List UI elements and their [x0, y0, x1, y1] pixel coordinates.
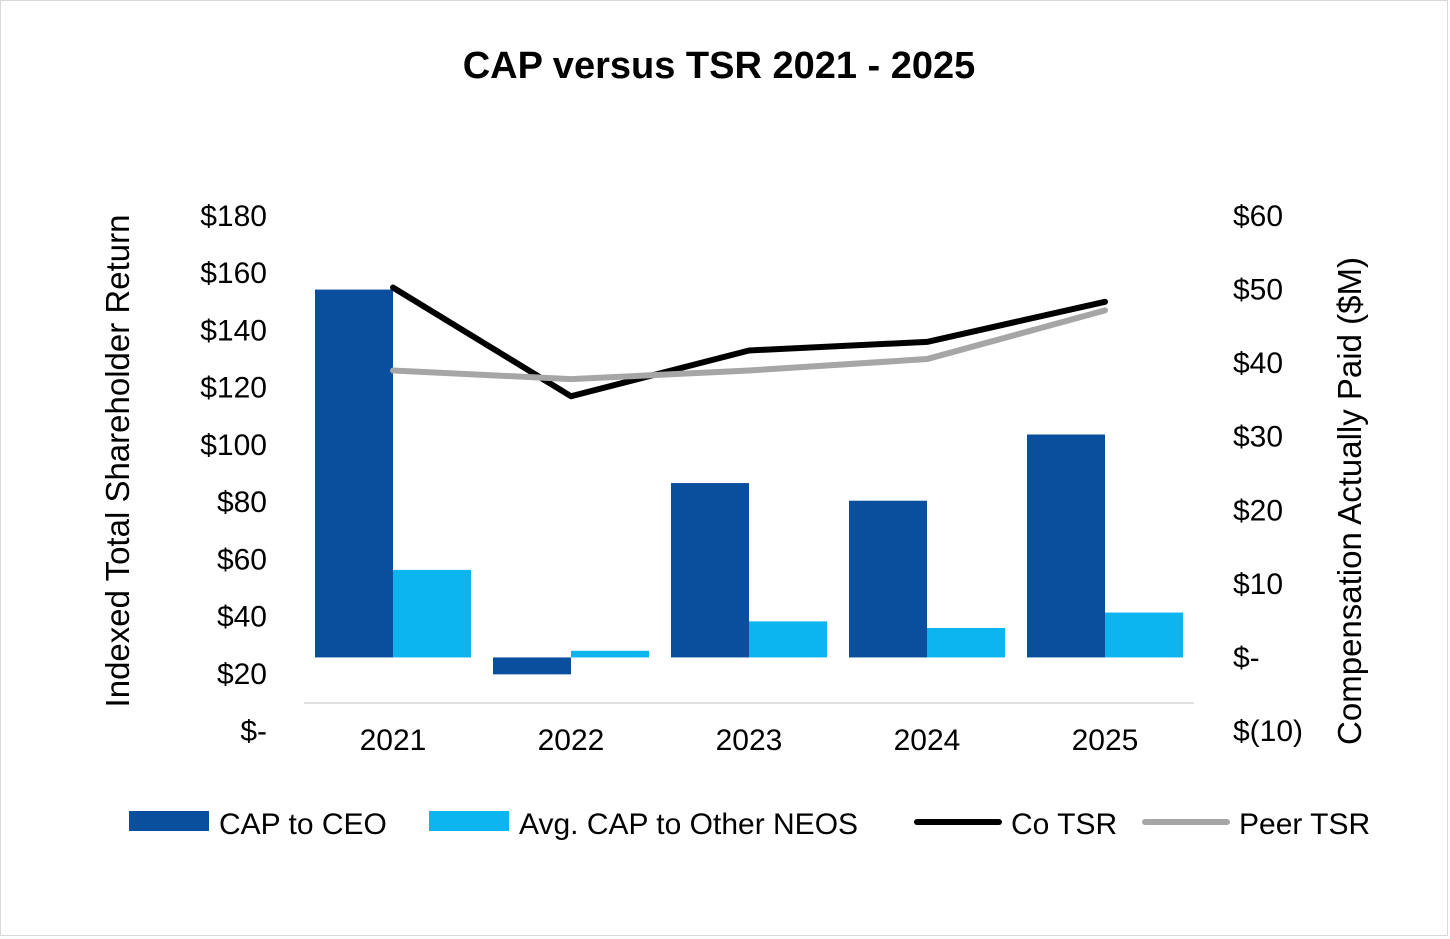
- left-tick-label: $120: [200, 372, 267, 405]
- right-axis-ticks: $(10) $- $10 $20 $30 $40 $50 $60: [1233, 200, 1303, 748]
- right-tick-label: $50: [1233, 274, 1283, 307]
- left-tick-label: $160: [200, 257, 267, 290]
- left-tick-label: $60: [217, 543, 267, 576]
- chart-title: CAP versus TSR 2021 - 2025: [463, 45, 976, 87]
- right-tick-label: $(10): [1233, 715, 1303, 748]
- x-tick-label: 2024: [894, 724, 961, 757]
- legend-swatch-cap-to-ceo: [129, 811, 209, 831]
- left-tick-label: $100: [200, 429, 267, 462]
- left-axis-ticks: $- $20 $40 $60 $80 $100 $120 $140 $160 $180: [200, 200, 267, 748]
- bar-avg-cap-to-other-neos: [393, 569, 471, 658]
- bar-avg-cap-to-other-neos: [749, 621, 827, 658]
- x-tick-label: 2022: [538, 724, 605, 757]
- x-tick-label: 2025: [1072, 724, 1139, 757]
- bar-avg-cap-to-other-neos: [927, 628, 1005, 658]
- bar-cap-to-ceo: [493, 657, 571, 675]
- bar-cap-to-ceo: [315, 289, 393, 658]
- x-axis-ticks: 2021 2022 2023 2024 2025: [360, 724, 1139, 757]
- lines-group: [390, 284, 1108, 400]
- x-tick-label: 2021: [360, 724, 427, 757]
- left-tick-label: $80: [217, 486, 267, 519]
- legend-label: Co TSR: [1011, 808, 1117, 841]
- left-tick-label: $20: [217, 658, 267, 691]
- left-tick-label: $-: [240, 715, 267, 748]
- legend-swatch-avg-cap-to-other-neos: [429, 811, 509, 831]
- legend-label: Avg. CAP to Other NEOS: [519, 808, 858, 841]
- legend: CAP to CEO Avg. CAP to Other NEOS Co TSR Pe…: [129, 808, 1370, 841]
- bar-avg-cap-to-other-neos: [1105, 612, 1183, 658]
- x-tick-label: 2023: [716, 724, 783, 757]
- left-axis-title: Indexed Total Shareholder Return: [99, 215, 136, 708]
- right-tick-label: $40: [1233, 347, 1283, 380]
- legend-label: CAP to CEO: [219, 808, 387, 841]
- left-tick-label: $140: [200, 314, 267, 347]
- bar-cap-to-ceo: [671, 483, 749, 658]
- right-axis-title: Compensation Actually Paid ($M): [1331, 257, 1368, 745]
- bar-cap-to-ceo: [1027, 434, 1105, 658]
- right-tick-label: $20: [1233, 494, 1283, 527]
- left-tick-label: $40: [217, 601, 267, 634]
- line-peer-tsr: [390, 307, 1108, 383]
- line-co-tsr: [390, 284, 1108, 400]
- right-tick-label: $10: [1233, 568, 1283, 601]
- bars-group: [315, 289, 1183, 675]
- bar-cap-to-ceo: [849, 500, 927, 658]
- legend-label: Peer TSR: [1239, 808, 1370, 841]
- right-tick-label: $-: [1233, 641, 1260, 674]
- bar-avg-cap-to-other-neos: [571, 650, 649, 658]
- right-tick-label: $30: [1233, 421, 1283, 454]
- right-tick-label: $60: [1233, 200, 1283, 233]
- left-tick-label: $180: [200, 200, 267, 233]
